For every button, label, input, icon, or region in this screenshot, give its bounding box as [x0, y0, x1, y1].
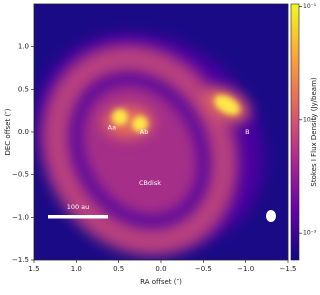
y-tick-label: −1.0 [12, 213, 29, 221]
y-tick-label: 0.5 [18, 85, 29, 93]
source-label: Ab [140, 128, 149, 136]
source-label: Aa [108, 124, 116, 132]
scale-bar-label: 100 au [67, 203, 90, 211]
x-tick-label: −0.5 [195, 265, 212, 273]
source-label: B [245, 128, 249, 136]
x-tick-label: 0.0 [155, 265, 166, 273]
colorbar-label: Stokes I Flux Density (Jy/beam) [310, 77, 318, 187]
y-tick-label: −1.5 [12, 256, 29, 264]
y-tick-label: −0.5 [12, 171, 29, 179]
x-tick-label: 1.0 [71, 265, 82, 273]
beam [266, 210, 276, 222]
colorbar-tick-label: 10⁻² [303, 116, 317, 123]
source-label: CBdisk [139, 179, 161, 187]
x-axis-label: RA offset (″) [140, 278, 182, 286]
x-tick-label: 1.5 [28, 265, 39, 273]
colorbar-tick-label: 10⁻³ [303, 230, 317, 237]
colorbar [290, 3, 300, 261]
emission-map [34, 4, 288, 260]
y-tick-label: 0.0 [18, 128, 29, 136]
x-tick-label: 0.5 [113, 265, 124, 273]
x-tick-label: −1.5 [280, 265, 297, 273]
y-tick-label: 1.0 [18, 43, 29, 51]
scale-bar [48, 215, 108, 219]
y-axis-label: DEC offset (″) [4, 108, 12, 155]
colorbar-tick-label: 10⁻¹ [303, 3, 317, 10]
x-tick-label: −1.0 [237, 265, 254, 273]
